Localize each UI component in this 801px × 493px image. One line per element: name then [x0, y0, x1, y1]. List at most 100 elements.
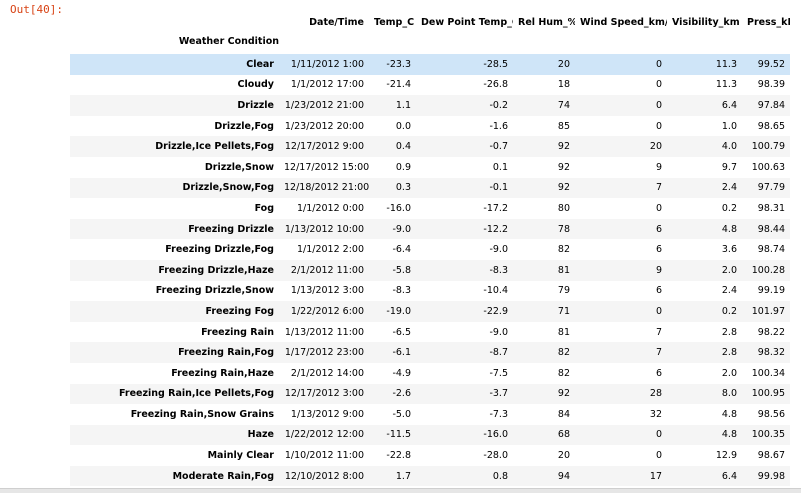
table-row[interactable]: Mainly Clear 1/10/2012 11:00 -22.8 -28.0 20 0… [70, 445, 790, 466]
table-row[interactable]: Cloudy 1/1/2012 17:00 -21.4 -26.8 18 0 11.3 98.… [70, 75, 790, 96]
cell-pressure: 98.39 [757, 79, 785, 91]
table-row[interactable]: Freezing Drizzle,Haze 2/1/2012 11:00 -5.8 -… [70, 259, 790, 281]
cell-dew-point: -1.6 [489, 120, 508, 132]
cell-rel-hum: 20 [557, 450, 570, 462]
cell-datetime: 1/23/2012 21:00 [284, 99, 364, 111]
table-row[interactable]: Moderate Rain,Fog 12/10/2012 8:00 1.7 0.8 94… [70, 465, 790, 487]
cell-datetime: 1/22/2012 6:00 [290, 305, 364, 317]
cell-wind-speed: 0 [655, 58, 662, 70]
cell-wind-speed: 0 [655, 120, 662, 132]
cell-wind-speed: 17 [649, 470, 662, 482]
cell-pressure: 97.79 [757, 182, 785, 194]
table-row[interactable]: Haze 1/22/2012 12:00 -11.5 -16.0 68 0 4.8 100.3… [70, 424, 790, 446]
cell-visibility: 6.4 [721, 99, 737, 111]
row-index-label: Freezing Rain,Haze [171, 367, 274, 379]
table-row[interactable]: Freezing Drizzle,Fog 1/1/2012 2:00 -6.4 -9.… [70, 239, 790, 260]
cell-rel-hum: 18 [557, 79, 570, 91]
table-row[interactable]: Drizzle 1/23/2012 21:00 1.1 -0.2 74 0 6.4 97.84 [70, 95, 790, 116]
row-index-label: Moderate Rain,Fog [172, 470, 274, 482]
cell-wind-speed: 7 [655, 182, 662, 194]
table-row[interactable]: Drizzle,Fog 1/23/2012 20:00 0.0 -1.6 85 0 1.0 9… [70, 116, 790, 137]
cell-wind-speed: 0 [655, 429, 662, 441]
column-header-datetime: Date/Time [309, 16, 364, 28]
cell-rel-hum: 80 [557, 202, 570, 214]
cell-rel-hum: 92 [557, 161, 570, 173]
cell-rel-hum: 92 [557, 182, 570, 194]
table-row[interactable]: Freezing Rain 1/13/2012 11:00 -6.5 -9.0 81 7 2… [70, 322, 790, 343]
cell-dew-point: 0.1 [492, 161, 508, 173]
cell-pressure: 100.63 [751, 161, 785, 173]
cell-wind-speed: 0 [655, 99, 662, 111]
row-index-label: Freezing Drizzle,Fog [165, 244, 274, 256]
cell-temp: -6.5 [392, 326, 411, 338]
cell-pressure: 98.56 [757, 408, 785, 420]
cell-visibility: 4.0 [721, 141, 737, 153]
row-index-label: Clear [246, 58, 274, 70]
table-row[interactable]: Fog 1/1/2012 0:00 -16.0 -17.2 80 0 0.2 98.31 [70, 198, 790, 219]
cell-datetime: 1/1/2012 2:00 [296, 244, 364, 256]
cell-rel-hum: 92 [557, 388, 570, 400]
table-row[interactable]: Freezing Rain,Ice Pellets,Fog 12/17/2012 … [70, 383, 790, 405]
cell-dew-point: -7.5 [489, 367, 508, 379]
cell-temp: 0.0 [395, 120, 411, 132]
table-row[interactable]: Freezing Drizzle 1/13/2012 10:00 -9.0 -12.2… [70, 218, 790, 240]
table-row[interactable]: Freezing Drizzle,Snow 1/13/2012 3:00 -8.3 -… [70, 281, 790, 302]
cell-temp: -4.9 [392, 367, 411, 379]
horizontal-scrollbar[interactable] [0, 488, 801, 493]
cell-rel-hum: 81 [557, 264, 570, 276]
cell-dew-point: -28.0 [483, 450, 508, 462]
table-row[interactable]: Drizzle,Snow,Fog 12/18/2012 21:00 0.3 -0.1 9… [70, 177, 790, 199]
cell-visibility: 0.2 [721, 305, 737, 317]
cell-datetime: 2/1/2012 14:00 [290, 367, 364, 379]
cell-datetime: 12/18/2012 21:00 [284, 182, 369, 194]
cell-visibility: 6.4 [721, 470, 737, 482]
cell-dew-point: -22.9 [483, 305, 508, 317]
table-row[interactable]: Freezing Rain,Haze 2/1/2012 14:00 -4.9 -7.5… [70, 363, 790, 384]
cell-wind-speed: 32 [649, 408, 662, 420]
table-row[interactable]: Freezing Rain,Snow Grains 1/13/2012 9:00 -… [70, 404, 790, 425]
cell-rel-hum: 68 [557, 429, 570, 441]
cell-wind-speed: 7 [655, 326, 662, 338]
cell-pressure: 98.31 [757, 202, 785, 214]
cell-datetime: 1/13/2012 9:00 [290, 408, 364, 420]
cell-wind-speed: 9 [655, 161, 662, 173]
table-row[interactable]: Freezing Rain,Fog 1/17/2012 23:00 -6.1 -8.7… [70, 342, 790, 363]
cell-visibility: 2.4 [721, 182, 737, 194]
cell-datetime: 1/1/2012 17:00 [290, 79, 364, 91]
cell-pressure: 100.28 [751, 264, 785, 276]
cell-dew-point: 0.8 [492, 470, 508, 482]
cell-temp: -5.8 [392, 264, 411, 276]
row-index-label: Cloudy [237, 79, 274, 91]
row-index-label: Freezing Drizzle [188, 223, 274, 235]
cell-rel-hum: 82 [557, 244, 570, 256]
row-index-label: Freezing Drizzle,Haze [158, 264, 274, 276]
cell-visibility: 8.0 [721, 388, 737, 400]
cell-dew-point: -28.5 [483, 58, 508, 70]
cell-dew-point: -17.2 [483, 202, 508, 214]
cell-dew-point: -7.3 [489, 408, 508, 420]
cell-dew-point: -8.7 [489, 347, 508, 359]
row-index-label: Freezing Rain [201, 326, 274, 338]
cell-datetime: 1/11/2012 1:00 [290, 58, 364, 70]
table-row[interactable]: Drizzle,Ice Pellets,Fog 12/17/2012 9:00 0.… [70, 136, 790, 157]
table-row[interactable]: Freezing Fog 1/22/2012 6:00 -19.0 -22.9 71 0 0… [70, 301, 790, 322]
row-index-label: Freezing Rain,Fog [178, 347, 274, 359]
cell-datetime: 12/10/2012 8:00 [284, 470, 364, 482]
cell-visibility: 2.0 [721, 264, 737, 276]
row-index-label: Freezing Fog [205, 305, 274, 317]
cell-visibility: 2.8 [721, 326, 737, 338]
dataframe-table: Date/Time Temp_C Dew Point Temp_C Rel Hu… [70, 8, 790, 487]
cell-dew-point: -26.8 [483, 79, 508, 91]
column-header-dew-point: Dew Point Temp_C [421, 16, 513, 28]
column-header-temp: Temp_C [374, 16, 415, 28]
cell-datetime: 12/17/2012 3:00 [284, 388, 364, 400]
table-row[interactable]: Clear 1/11/2012 1:00 -23.3 -28.5 20 0 11.3 99.5… [70, 54, 790, 75]
cell-temp: 1.1 [395, 99, 411, 111]
cell-datetime: 1/13/2012 3:00 [290, 285, 364, 297]
cell-pressure: 99.19 [757, 285, 785, 297]
cell-visibility: 11.3 [715, 58, 737, 70]
cell-rel-hum: 82 [557, 347, 570, 359]
table-row[interactable]: Drizzle,Snow 12/17/2012 15:00 0.9 0.1 92 9 9.7… [70, 157, 790, 178]
header-blank [70, 8, 279, 36]
cell-pressure: 100.79 [751, 141, 785, 153]
